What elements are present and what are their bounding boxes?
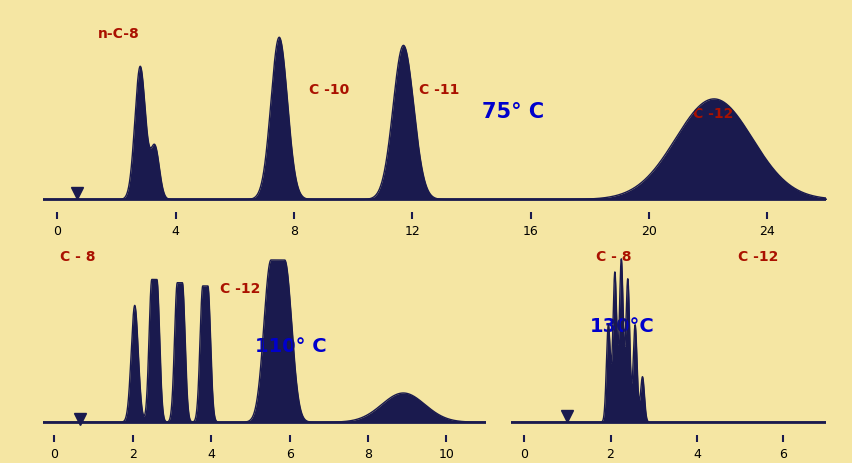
Text: 110° C: 110° C	[256, 337, 327, 356]
Text: n-C-8: n-C-8	[97, 27, 139, 41]
Text: C -10: C -10	[309, 82, 349, 96]
Text: C -12: C -12	[220, 281, 260, 295]
Text: 75° C: 75° C	[481, 101, 544, 121]
Text: C -12: C -12	[694, 106, 734, 120]
Text: C - 8: C - 8	[60, 249, 95, 263]
Text: 130°C: 130°C	[590, 317, 654, 336]
Text: C -12: C -12	[738, 249, 779, 263]
Text: C - 8: C - 8	[596, 249, 632, 263]
Text: C -11: C -11	[419, 82, 459, 96]
